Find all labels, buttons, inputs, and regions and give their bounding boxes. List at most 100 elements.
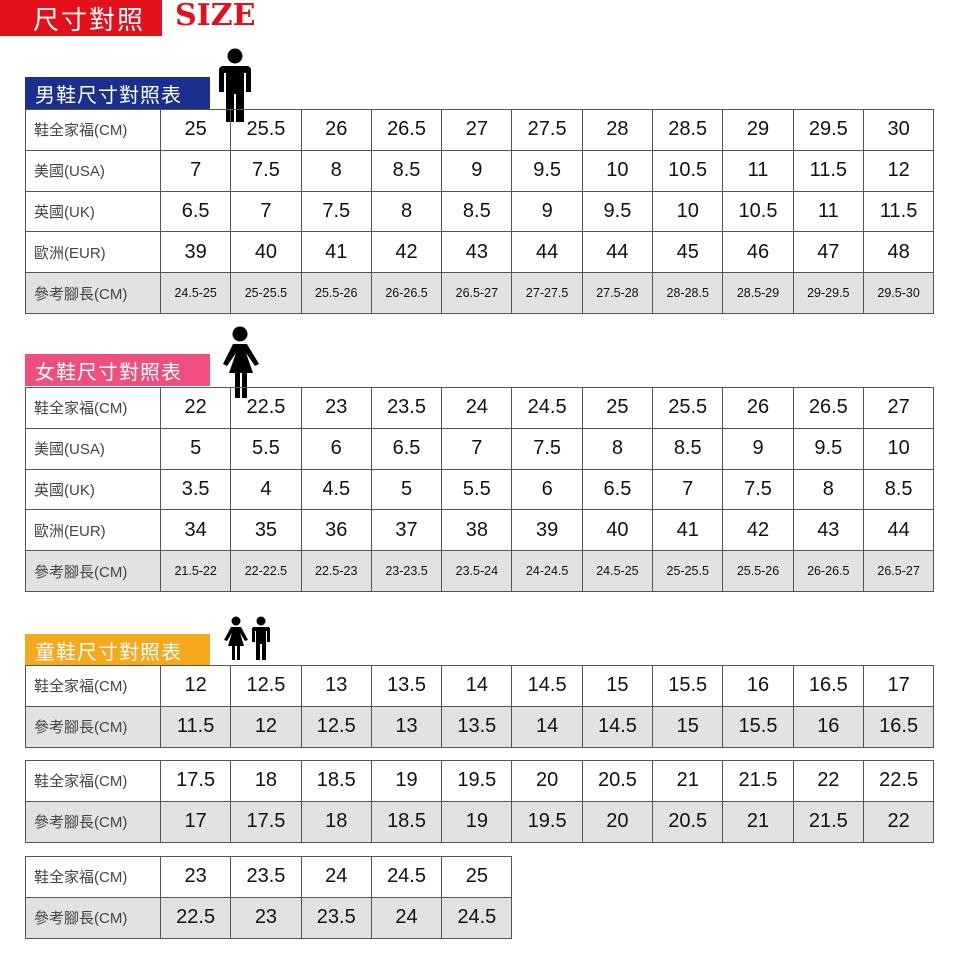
- size-cell: 12.5: [300, 705, 372, 748]
- title-chinese: 尺寸對照: [0, 0, 162, 36]
- size-cell: 22.5: [862, 760, 935, 802]
- size-cell: 8.5: [441, 190, 513, 233]
- size-cell: 42: [722, 509, 794, 552]
- size-cell: 11: [722, 149, 794, 192]
- size-cell: 16.5: [862, 705, 935, 748]
- size-cell: 19: [441, 800, 513, 843]
- size-cell: 8: [581, 427, 654, 470]
- size-cell: 16.5: [792, 665, 864, 707]
- size-cell: 24: [300, 856, 372, 898]
- table-row: 鞋全家福(CM) 25 25.5 26 26.5 27 27.5 28 28.5 29 29.5 30: [25, 109, 935, 151]
- title-english: SIZE: [175, 0, 256, 33]
- size-cell: 18.5: [300, 760, 372, 802]
- size-cell: 23.5: [370, 387, 443, 429]
- size-cell: 14.5: [511, 665, 583, 707]
- size-cell: 5: [370, 468, 443, 511]
- size-cell: 27.5-28: [581, 272, 654, 314]
- size-cell: 35: [230, 509, 302, 552]
- size-cell: 28-28.5: [652, 272, 724, 314]
- size-cell: 25-25.5: [652, 550, 724, 592]
- men-section-label: 男鞋尺寸對照表: [25, 77, 210, 109]
- size-cell: 12: [159, 665, 232, 707]
- size-cell: 24: [370, 896, 443, 939]
- size-cell: 7.5: [300, 190, 372, 233]
- size-cell: 26-26.5: [370, 272, 443, 314]
- row-label: 鞋全家福(CM): [25, 760, 161, 802]
- size-cell: 22.5: [230, 387, 302, 429]
- size-cell: 10.5: [722, 190, 794, 233]
- size-cell: 26: [300, 109, 372, 151]
- size-cell: 6.5: [370, 427, 443, 470]
- women-size-table: 鞋全家福(CM) 22 22.5 23 23.5 24 24.5 25 25.5 26 26.5 27…: [25, 387, 935, 592]
- size-cell: 37: [370, 509, 443, 552]
- table-row: 鞋全家福(CM) 17.5 18 18.5 19 19.5 20 20.5 21 21.5 22 22…: [25, 760, 935, 802]
- size-cell: 13.5: [370, 665, 443, 707]
- size-cell: 28.5-29: [722, 272, 794, 314]
- size-cell: 25.5-26: [300, 272, 372, 314]
- size-cell: 38: [441, 509, 513, 552]
- size-cell: 43: [441, 231, 513, 274]
- size-cell: 16: [792, 705, 864, 748]
- size-cell: 14: [441, 665, 513, 707]
- row-label: 參考腳長(CM): [25, 896, 161, 939]
- kids-size-table-2: 鞋全家福(CM) 17.5 18 18.5 19 19.5 20 20.5 21 21.5 22 22…: [25, 760, 935, 843]
- size-cell: 9: [511, 190, 583, 233]
- size-cell: 7: [441, 427, 513, 470]
- size-cell: 26.5-27: [441, 272, 513, 314]
- size-cell: 12: [230, 705, 302, 748]
- size-cell: 41: [652, 509, 724, 552]
- size-cell: 22.5: [159, 896, 232, 939]
- table-row: 美國(USA) 7 7.5 8 8.5 9 9.5 10 10.5 11 11.5 12: [25, 149, 935, 192]
- size-cell: 23: [300, 387, 372, 429]
- children-icon: [224, 616, 270, 660]
- size-cell: 19.5: [441, 760, 513, 802]
- size-cell: 7: [230, 190, 302, 233]
- size-cell: 29.5: [792, 109, 864, 151]
- table-row: 參考腳長(CM) 21.5-22 22-22.5 22.5-23 23-23.5 23.5…: [25, 550, 935, 592]
- size-cell: 11: [792, 190, 864, 233]
- table-row: 歐洲(EUR) 34 35 36 37 38 39 40 41 42 43 44: [25, 509, 935, 552]
- size-cell: 9.5: [581, 190, 654, 233]
- size-cell: 17.5: [159, 760, 232, 802]
- size-cell: 26.5: [370, 109, 443, 151]
- size-cell: 9: [441, 149, 513, 192]
- size-cell: 25.5-26: [722, 550, 794, 592]
- size-cell: 19: [370, 760, 443, 802]
- row-label: 美國(USA): [25, 427, 161, 470]
- size-cell: 39: [511, 509, 583, 552]
- size-cell: 4.5: [300, 468, 372, 511]
- kids-size-table-1: 鞋全家福(CM) 12 12.5 13 13.5 14 14.5 15 15.5 16 16.5 17…: [25, 665, 935, 748]
- size-cell: 21.5: [792, 800, 864, 843]
- size-cell: 14: [511, 705, 583, 748]
- table-row: 參考腳長(CM) 11.5 12 12.5 13 13.5 14 14.5 15 15.5 16 16…: [25, 705, 935, 748]
- table-row: 參考腳長(CM) 17 17.5 18 18.5 19 19.5 20 20.5 21 21.5 22: [25, 800, 935, 843]
- size-cell: 17: [159, 800, 232, 843]
- size-cell: 21: [652, 760, 724, 802]
- size-cell: 7.5: [722, 468, 794, 511]
- size-cell: 6: [511, 468, 583, 511]
- size-cell: 17: [862, 665, 935, 707]
- size-cell: 5.5: [441, 468, 513, 511]
- size-cell: 23: [230, 896, 302, 939]
- size-cell: 16: [722, 665, 794, 707]
- size-cell: 24: [441, 387, 513, 429]
- size-cell: 22.5-23: [300, 550, 372, 592]
- size-cell: 23-23.5: [370, 550, 443, 592]
- size-cell: 10: [652, 190, 724, 233]
- size-cell: 25: [581, 387, 654, 429]
- row-label: 參考腳長(CM): [25, 550, 161, 592]
- size-cell: 43: [792, 509, 864, 552]
- women-section-label: 女鞋尺寸對照表: [25, 354, 210, 386]
- size-cell: 25: [441, 856, 513, 898]
- size-cell: 24.5-25: [581, 550, 654, 592]
- size-cell: 28: [581, 109, 654, 151]
- size-cell: 46: [722, 231, 794, 274]
- size-cell: 11.5: [862, 190, 935, 233]
- size-cell: 21.5: [722, 760, 794, 802]
- row-label: 鞋全家福(CM): [25, 109, 161, 151]
- size-cell: 23.5: [300, 896, 372, 939]
- size-cell: 22: [159, 387, 232, 429]
- table-row: 英國(UK) 3.5 4 4.5 5 5.5 6 6.5 7 7.5 8 8.5: [25, 468, 935, 511]
- size-cell: 24.5: [441, 896, 513, 939]
- row-label: 參考腳長(CM): [25, 272, 161, 314]
